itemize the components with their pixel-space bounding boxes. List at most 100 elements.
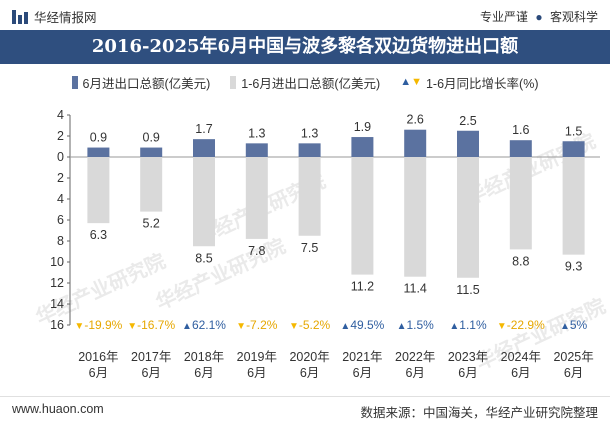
x-tick-label-year: 2017年 [131,350,171,364]
monthly-value-label: 1.3 [301,126,318,140]
x-tick-label-month: 6月 [405,366,424,380]
legend-swatch-monthly [71,75,78,89]
triangle-down-icon: ▼ [289,321,299,332]
cumulative-value-label: 5.2 [143,217,160,231]
monthly-value-label: 2.5 [459,114,476,128]
growth-rate-value: -5.2% [299,318,331,332]
legend-label-monthly: 6月进出口总额(亿美元) [82,76,211,91]
triangle-down-icon: ▼ [236,321,246,332]
x-tick-label-month: 6月 [511,366,530,380]
x-tick-label-month: 6月 [141,366,160,380]
y-tick-label: 6 [57,213,64,227]
cumulative-value-label: 7.8 [248,244,265,258]
monthly-bar [193,139,215,157]
cumulative-bar [562,157,585,255]
growth-rate-label: ▼-5.2% [289,318,331,332]
monthly-value-label: 1.5 [565,124,582,138]
watermark-2: 华经产业研究院 [152,234,289,315]
growth-rate-value: 1.1% [459,318,487,332]
tag-objective: 客观科学 [549,10,598,24]
growth-rate-value: 1.5% [406,318,434,332]
growth-rate-value: -22.9% [507,318,545,332]
monthly-bar [140,147,163,157]
cumulative-value-label: 7.5 [301,241,318,255]
x-tick-label-year: 2024年 [501,350,541,364]
legend-item-monthly: 6月进出口总额(亿美元) [71,73,211,92]
logo-icon [12,9,28,24]
site-name: 华经情报网 [34,11,97,25]
growth-rate-value: 62.1% [192,318,226,332]
growth-rate-value: 5% [570,318,588,332]
growth-rate-value: -7.2% [246,318,278,332]
monthly-value-label: 1.7 [195,122,212,136]
cumulative-value-label: 11.2 [351,280,374,294]
x-tick-label-year: 2021年 [342,350,382,364]
monthly-value-label: 1.3 [248,126,265,140]
y-tick-label: 4 [57,192,64,206]
monthly-bar [351,137,374,157]
y-tick-label: 14 [50,297,64,311]
footer-website: www.huaon.com [12,402,104,416]
x-tick-label-year: 2025年 [553,350,593,364]
x-tick-label-year: 2016年 [78,350,118,364]
y-tick-label: 2 [57,171,64,185]
cumulative-bar [193,157,215,247]
legend-item-cumulative: 1-6月进出口总额(亿美元) [230,73,380,92]
bar-chart: 华经产业研究院华经产业研究院华经产业研究院华经产业研究院华经产业研究院42024… [32,108,609,380]
growth-rate-value: 49.5% [350,318,384,332]
x-tick-label-year: 2019年 [237,350,277,364]
triangle-up-icon: ▲ [397,321,407,332]
monthly-value-label: 0.9 [90,131,107,145]
triangle-up-icon: ▲ [182,321,192,332]
growth-rate-label: ▲49.5% [340,318,384,332]
top-bar: 华经情报网 专业严谨 ● 客观科学 [0,0,610,30]
cumulative-bar [351,157,374,275]
growth-rate-value: -16.7% [137,318,175,332]
growth-rate-label: ▼-19.9% [74,318,122,332]
legend-item-rate: ▲ ▼ 1-6月同比增长率(%) [400,73,538,92]
legend-label-rate: 1-6月同比增长率(%) [425,76,539,91]
growth-rate-value: -19.9% [84,318,122,332]
y-tick-label: 2 [57,129,64,143]
monthly-bar [245,143,268,157]
x-tick-label-month: 6月 [353,366,372,380]
monthly-bar [87,147,110,157]
y-tick-label: 4 [57,108,64,122]
x-tick-label-month: 6月 [564,366,583,380]
growth-rate-label: ▲62.1% [182,318,226,332]
growth-rate-label: ▼-7.2% [236,318,278,332]
cumulative-value-label: 8.8 [512,254,529,268]
cumulative-value-label: 9.3 [565,260,582,274]
triangle-up-icon: ▲ [449,321,459,332]
triangle-up-icon: ▲ [340,321,350,332]
monthly-bar [404,129,427,157]
tag-dot: ● [535,10,543,24]
header-tags: 专业严谨 ● 客观科学 [480,8,598,25]
y-tick-label: 16 [50,318,64,332]
growth-rate-label: ▼-16.7% [127,318,175,332]
monthly-value-label: 2.6 [407,113,424,127]
growth-rate-label: ▲1.5% [397,318,435,332]
cumulative-value-label: 6.3 [90,228,107,242]
growth-rate-label: ▲1.1% [449,318,487,332]
monthly-bar [298,143,321,157]
triangle-down-icon: ▼ [127,321,137,332]
growth-rate-label: ▼-22.9% [497,318,545,332]
monthly-bar [457,130,479,157]
cumulative-value-label: 8.5 [195,251,212,265]
cumulative-bar [140,157,163,212]
y-tick-label: 10 [50,255,64,269]
triangle-down-icon: ▼ [497,321,507,332]
y-tick-label: 12 [50,276,64,290]
legend-label-cumulative: 1-6月进出口总额(亿美元) [241,76,381,91]
x-tick-label-year: 2018年 [184,350,224,364]
cumulative-value-label: 11.4 [403,282,426,296]
x-tick-label-month: 6月 [89,366,108,380]
triangle-up-icon: ▲ [560,321,570,332]
growth-rate-label: ▲5% [560,318,588,332]
x-tick-label-month: 6月 [247,366,266,380]
cumulative-bar [404,157,427,277]
x-tick-label-year: 2020年 [289,350,329,364]
brand-logo: 华经情报网 [12,7,97,26]
tag-professional: 专业严谨 [480,10,529,24]
